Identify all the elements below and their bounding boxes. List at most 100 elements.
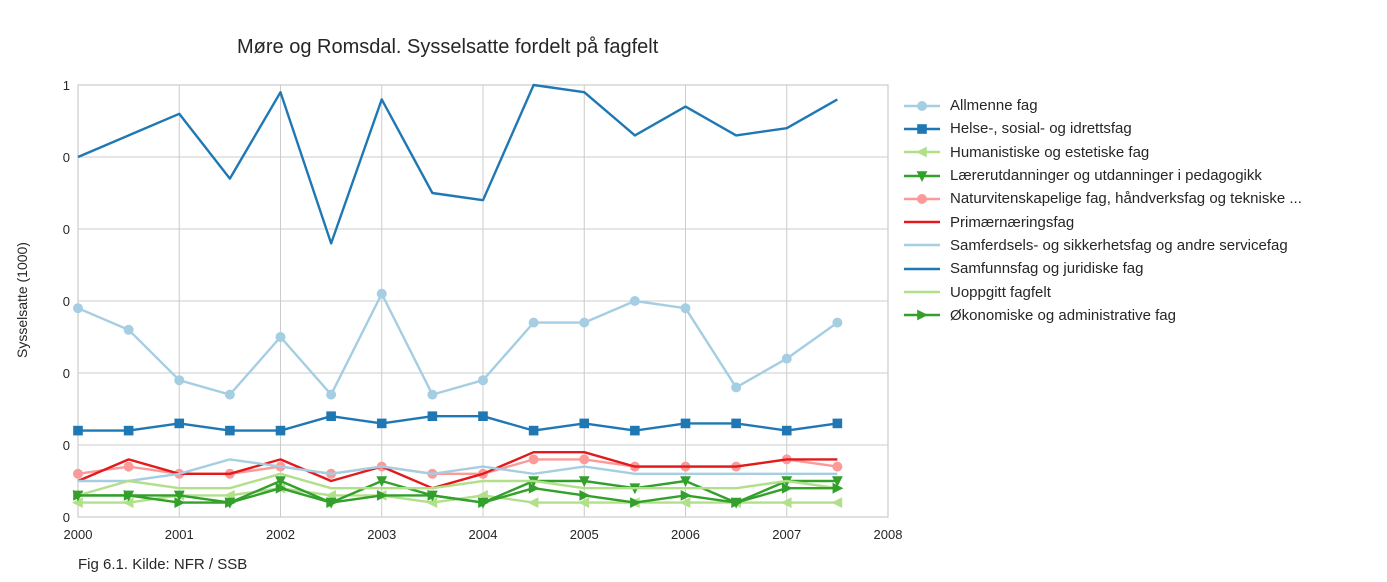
- x-tick-label: 2004: [469, 527, 498, 542]
- data-point: [72, 497, 83, 508]
- data-point: [731, 382, 742, 393]
- legend-item: Primærnæringsfag: [902, 210, 1302, 233]
- series-1: [73, 411, 843, 436]
- data-point: [73, 303, 83, 314]
- data-point: [528, 482, 540, 494]
- data-point: [528, 425, 539, 436]
- data-point: [123, 324, 134, 335]
- data-point: [326, 389, 337, 400]
- chart-title: Møre og Romsdal. Sysselsatte fordelt på …: [237, 36, 659, 58]
- data-point: [376, 490, 388, 501]
- x-tick-label: 2005: [570, 527, 599, 542]
- data-point: [123, 490, 135, 501]
- data-point: [781, 482, 793, 494]
- data-point: [123, 425, 134, 436]
- data-point: [528, 317, 539, 328]
- series-line: [77, 451, 838, 490]
- data-point: [629, 296, 640, 306]
- data-point: [630, 497, 641, 508]
- data-point: [680, 418, 691, 429]
- data-point: [579, 490, 591, 501]
- data-point: [680, 490, 692, 501]
- y-tick-label: 0: [63, 294, 70, 309]
- data-point: [174, 497, 186, 508]
- data-point: [326, 497, 338, 508]
- legend-item: Humanistiske og estetiske fag: [902, 141, 1302, 164]
- series-line: [77, 292, 839, 396]
- data-point: [780, 497, 792, 508]
- data-point: [832, 461, 843, 472]
- data-point: [174, 418, 185, 429]
- data-point: [478, 497, 489, 508]
- data-point: [917, 100, 927, 111]
- data-point: [376, 418, 387, 429]
- data-point: [427, 389, 438, 400]
- data-point: [527, 497, 539, 508]
- series-line: [77, 83, 838, 245]
- series-line: [78, 487, 838, 504]
- y-tick-label: 0: [63, 510, 70, 525]
- x-tick-label: 2003: [367, 527, 396, 542]
- series-0: [73, 288, 843, 400]
- figure-caption: Fig 6.1. Kilde: NFR / SSB: [78, 556, 248, 573]
- legend-item: Samferdsels- og sikkerhetsfag og andre s…: [902, 234, 1302, 257]
- data-point: [579, 418, 590, 429]
- legend-swatch: [904, 244, 940, 247]
- series-9: [73, 482, 844, 508]
- legend-item: Lærerutdanninger og utdanninger i pedago…: [902, 164, 1302, 187]
- data-point: [275, 425, 286, 436]
- legend-item: Helse-, sosial- og idrettsfag: [902, 117, 1302, 140]
- data-point: [832, 418, 843, 429]
- data-point: [917, 309, 928, 321]
- data-point: [173, 490, 185, 502]
- y-tick-label: 0: [63, 438, 70, 453]
- data-point: [376, 288, 387, 299]
- data-point: [578, 476, 590, 487]
- legend-swatch: [904, 309, 940, 321]
- x-tick-label: 2001: [165, 527, 194, 542]
- x-tick-label: 2006: [671, 527, 700, 542]
- legend-item: Samfunnsfag og juridiske fag: [902, 257, 1302, 280]
- legend-label: Naturvitenskapelige fag, håndverksfag og…: [950, 190, 1302, 208]
- chart-legend: Allmenne fag Helse-, sosial- og idrettsfa…: [902, 94, 1302, 327]
- y-tick-label: 1: [63, 78, 70, 93]
- data-point: [917, 193, 927, 204]
- series-6: [78, 458, 838, 483]
- data-point: [917, 124, 927, 134]
- legend-label: Allmenne fag: [950, 97, 1038, 115]
- data-point: [630, 425, 640, 436]
- data-point: [579, 317, 590, 328]
- data-point: [679, 497, 691, 508]
- data-point: [326, 411, 336, 421]
- legend-item: Allmenne fag: [902, 94, 1302, 117]
- x-tick-label: 2002: [266, 527, 295, 542]
- data-point: [832, 317, 843, 328]
- legend-label: Samferdsels- og sikkerhetsfag og andre s…: [950, 236, 1288, 254]
- legend-item: Uoppgitt fagfelt: [902, 280, 1302, 303]
- data-point: [731, 418, 741, 429]
- series-line: [78, 415, 838, 432]
- series-line: [78, 458, 838, 483]
- data-point: [781, 425, 792, 436]
- legend-swatch: [904, 267, 940, 270]
- data-point: [275, 482, 287, 494]
- data-point: [781, 353, 792, 364]
- x-tick-label: 2007: [772, 527, 801, 542]
- y-tick-label: 0: [63, 150, 70, 165]
- data-point: [174, 375, 185, 386]
- x-tick-label: 2008: [874, 527, 903, 542]
- data-point: [831, 497, 843, 508]
- data-point: [376, 476, 388, 487]
- data-point: [123, 461, 134, 472]
- data-point: [426, 497, 438, 508]
- data-point: [122, 497, 134, 508]
- data-point: [832, 482, 844, 494]
- data-point: [680, 303, 691, 314]
- y-tick-label: 0: [63, 222, 70, 237]
- data-point: [225, 497, 236, 508]
- legend-label: Økonomiske og administrative fag: [950, 306, 1176, 324]
- legend-item: Naturvitenskapelige fag, håndverksfag og…: [902, 187, 1302, 210]
- data-point: [680, 476, 691, 487]
- series-5: [77, 451, 838, 490]
